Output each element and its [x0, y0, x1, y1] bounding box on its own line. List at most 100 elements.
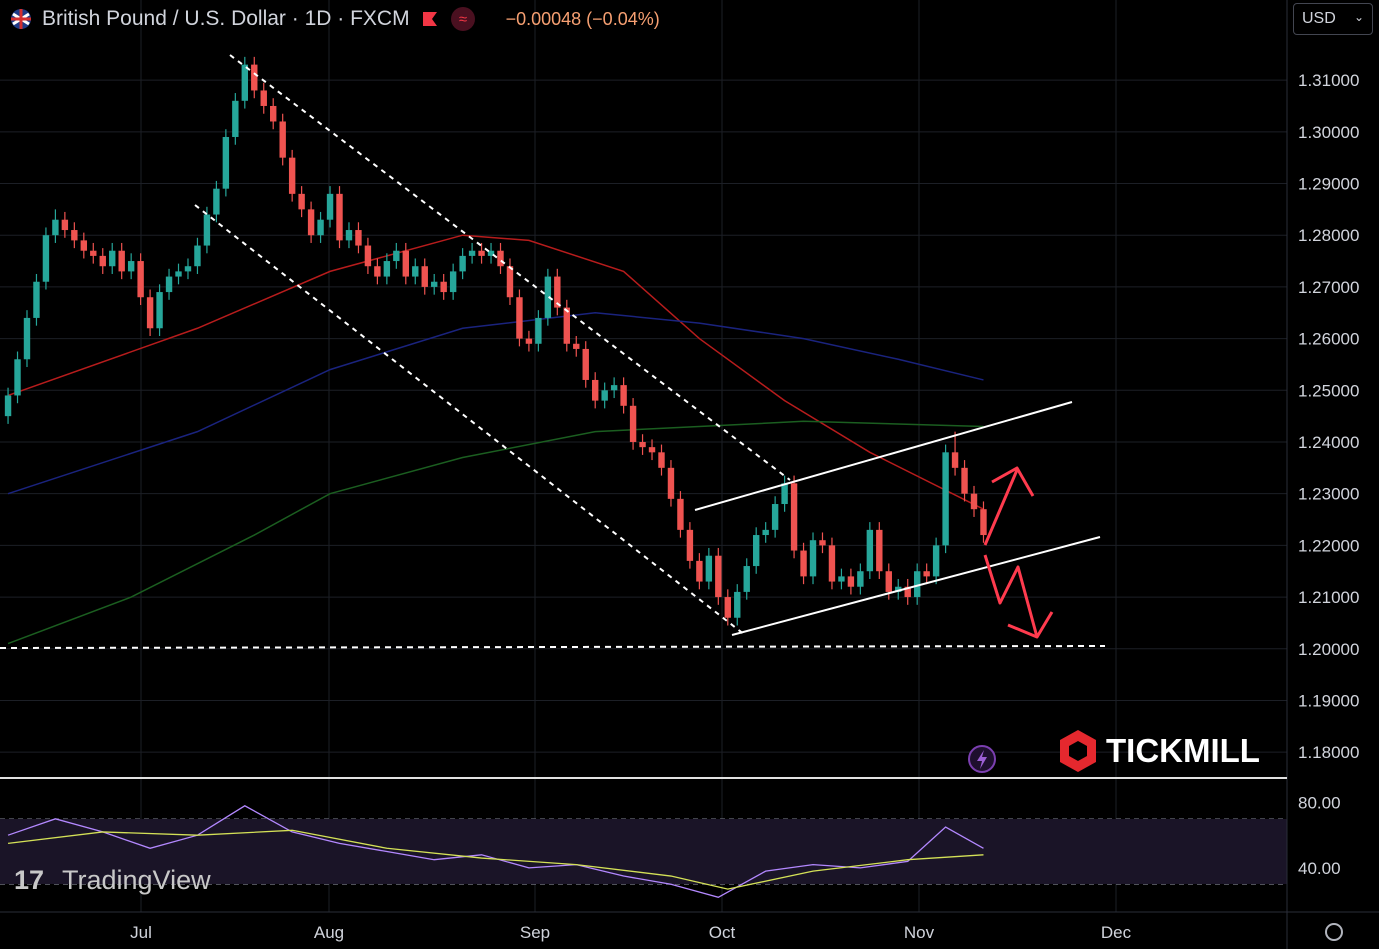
candle-body: [23, 317, 31, 360]
candle-body: [33, 281, 40, 318]
candle-body: [118, 250, 125, 272]
platform-logo: 17: [14, 865, 44, 895]
y-tick-label: 1.23000: [1298, 485, 1359, 504]
flag: [11, 9, 31, 29]
candle-body: [970, 493, 978, 510]
candle-body: [213, 188, 220, 215]
candle-body: [393, 250, 400, 262]
candle-body: [156, 292, 163, 329]
candle-body: [222, 136, 230, 189]
channel-bottom: [194, 204, 746, 636]
wedge-top: [694, 401, 1073, 511]
y-tick-label: 1.21000: [1298, 588, 1359, 607]
x-tick-label: Nov: [904, 923, 935, 942]
candle-body: [165, 276, 173, 293]
candle-body: [819, 540, 826, 546]
candle-body: [601, 390, 608, 401]
candle-body: [336, 193, 343, 241]
flag-icon[interactable]: [420, 9, 440, 29]
candle-body: [895, 586, 902, 592]
x-tick-label: Dec: [1101, 923, 1132, 942]
candle-body: [932, 545, 940, 577]
candle-body: [374, 266, 381, 277]
candle-body: [440, 281, 447, 293]
y-tick-label: 1.25000: [1298, 381, 1359, 400]
y-tick-label: 1.30000: [1298, 123, 1359, 142]
candle-body: [554, 276, 561, 308]
candle-body: [203, 214, 211, 246]
x-tick-label: Oct: [709, 923, 736, 942]
candle-body: [260, 90, 267, 106]
candle-body: [876, 529, 883, 572]
candle-body: [459, 255, 466, 272]
candle-body: [449, 271, 457, 293]
candle-body: [516, 297, 523, 339]
candle-body: [4, 395, 12, 417]
currency: USD: [1302, 10, 1336, 27]
candle-body: [648, 447, 656, 453]
candle-body: [913, 571, 921, 598]
y-tick-label: 1.22000: [1298, 536, 1359, 555]
candle-body: [251, 64, 258, 91]
y-tick-label: 1.26000: [1298, 330, 1359, 349]
candle-body: [866, 529, 874, 572]
y-tick-label: 1.19000: [1298, 691, 1359, 710]
candle-body: [573, 343, 580, 349]
candle-body: [800, 550, 807, 577]
y-tick-label: 1.24000: [1298, 433, 1359, 452]
candle-body: [781, 483, 788, 505]
candle-body: [127, 261, 135, 272]
candle-body: [146, 297, 154, 329]
x-tick-label: Sep: [520, 923, 550, 942]
candle-body: [923, 571, 930, 577]
candle-body: [478, 250, 485, 256]
y-tick-label: 1.29000: [1298, 175, 1359, 194]
y-tick-label: 1.20000: [1298, 640, 1359, 659]
settings-icon[interactable]: [1325, 923, 1343, 941]
candle-body: [421, 266, 428, 287]
candle-body: [525, 338, 533, 344]
candle-body: [961, 467, 968, 494]
candle-body: [715, 555, 722, 598]
line: [7, 234, 984, 510]
candle-body: [752, 535, 760, 567]
candle-body: [61, 219, 69, 231]
candle-body: [677, 498, 684, 530]
candle-body: [544, 276, 552, 318]
candle-body: [232, 100, 239, 137]
candle-body: [80, 240, 88, 251]
svg-text:≈: ≈: [458, 11, 466, 28]
candle-body: [99, 255, 106, 267]
tickmill-logo: TICKMILL: [1060, 730, 1260, 772]
candle-body: [355, 230, 362, 246]
broker-name: TICKMILL: [1106, 732, 1260, 769]
arrows: [983, 466, 1054, 639]
arrow-head: [991, 466, 1035, 497]
candle-body: [951, 452, 959, 468]
line: [7, 805, 984, 898]
candle-body: [790, 483, 798, 551]
chevron: ⌄: [1353, 10, 1364, 24]
candle-body: [317, 219, 324, 236]
candle-body: [686, 529, 694, 561]
candle-body: [506, 266, 514, 298]
candle-body: [402, 250, 409, 277]
candle-body: [857, 571, 864, 587]
candle-body: [762, 529, 769, 536]
x-tick-label: Aug: [314, 923, 344, 942]
candle-body: [582, 348, 589, 380]
candle-body: [734, 591, 741, 618]
candle-body: [838, 576, 845, 582]
symbol-header: British Pound / U.S. Dollar · 1D · FXCM …: [10, 6, 660, 32]
candle-body: [288, 157, 296, 194]
candle-body: [771, 504, 779, 530]
currency-select[interactable]: USD ⌄: [1293, 3, 1373, 35]
candle-body: [592, 379, 599, 401]
candle-body: [468, 250, 476, 256]
lightning: [977, 750, 987, 769]
candle-body: [696, 560, 703, 582]
candle-body: [487, 250, 495, 256]
candle-body: [667, 467, 675, 499]
indicator-icon[interactable]: ≈: [450, 6, 476, 32]
